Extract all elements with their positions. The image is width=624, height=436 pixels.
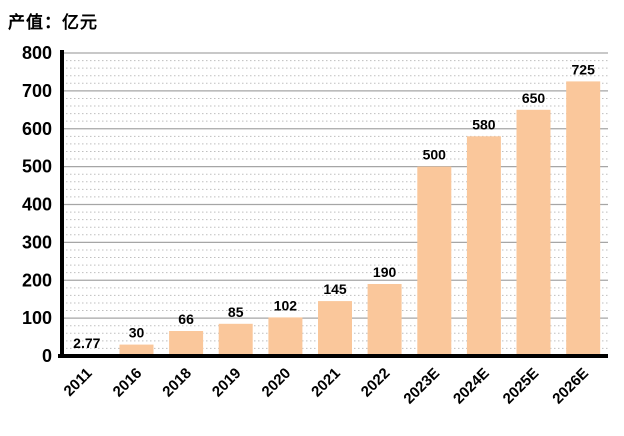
bar-value-label: 500 xyxy=(423,147,447,163)
y-tick-label: 800 xyxy=(22,43,52,63)
y-tick-label: 100 xyxy=(22,308,52,328)
bar-value-label: 145 xyxy=(323,281,347,297)
bar-value-label: 30 xyxy=(129,325,145,341)
bar xyxy=(566,81,601,357)
x-tick-label: 2026E xyxy=(549,365,592,408)
x-axis-labels: 2011 2016 2018 2019 2020 2021 2022 2023E 2024E 20… xyxy=(61,365,592,408)
x-tick-label: 2023E xyxy=(400,365,443,408)
y-tick-label: 0 xyxy=(42,346,52,366)
bar-value-label: 66 xyxy=(178,311,194,327)
y-tick-label: 500 xyxy=(22,157,52,177)
y-axis-labels: 0 100 200 300 400 500 600 700 800 xyxy=(22,43,52,366)
x-tick-label: 2018 xyxy=(159,365,195,401)
x-tick-label: 2021 xyxy=(308,365,344,401)
bar xyxy=(516,109,551,356)
bar xyxy=(218,323,253,356)
x-tick-label: 2011 xyxy=(61,365,96,400)
y-tick-label: 700 xyxy=(22,81,52,101)
x-tick-label: 2024E xyxy=(450,365,493,408)
bar xyxy=(119,344,154,356)
bar-value-label: 2.77 xyxy=(73,335,100,351)
x-tick-label: 2016 xyxy=(110,365,146,401)
chart-title: 产值：亿元 xyxy=(8,13,98,32)
bar-value-label: 190 xyxy=(373,264,397,280)
bar-value-label: 85 xyxy=(228,304,244,320)
y-tick-label: 400 xyxy=(22,195,52,215)
y-tick-label: 200 xyxy=(22,270,52,290)
y-tick-label: 600 xyxy=(22,119,52,139)
y-tick-label: 300 xyxy=(22,232,52,252)
bar xyxy=(417,166,452,356)
x-tick-label: 2020 xyxy=(259,365,295,401)
bar-value-label: 102 xyxy=(274,297,298,313)
bar-value-label: 725 xyxy=(572,61,596,77)
bar xyxy=(169,331,204,356)
bar xyxy=(466,136,501,356)
bar xyxy=(268,317,303,356)
bar xyxy=(367,284,402,356)
x-tick-label: 2025E xyxy=(500,365,543,408)
bar-value-label: 650 xyxy=(522,90,546,106)
x-tick-label: 2022 xyxy=(358,365,394,401)
x-tick-label: 2019 xyxy=(209,365,245,401)
bars-series: 2.77 30 66 85 102 145 190 500 580 650 725 xyxy=(69,61,601,357)
bar xyxy=(318,301,352,356)
bar-value-label: 580 xyxy=(472,116,496,132)
